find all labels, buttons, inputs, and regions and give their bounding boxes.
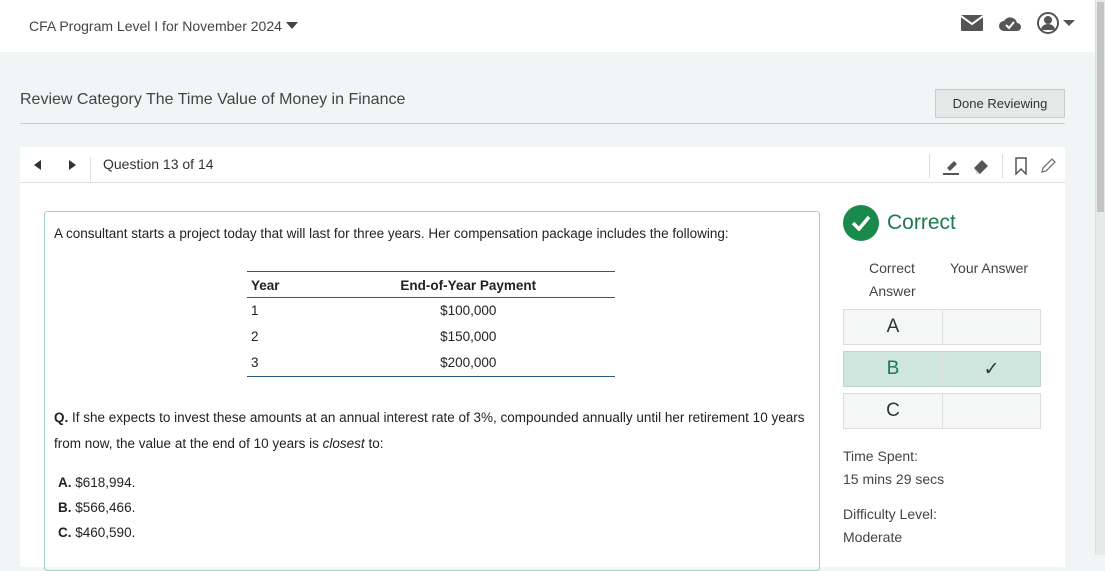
option-c: C. $460,590. (58, 525, 136, 540)
your-answer-header: Your Answer (950, 260, 1029, 276)
checkmark-icon: ✓ (942, 352, 1040, 386)
table-row: 3 $200,000 (247, 350, 615, 377)
check-circle-icon (843, 205, 879, 241)
user-menu[interactable] (1037, 12, 1075, 34)
table-header: End-of-Year Payment (321, 271, 615, 298)
scrollbar-thumb[interactable] (1097, 2, 1104, 212)
answer-row-a: A (843, 309, 1041, 345)
option-a: A. $618,994. (58, 475, 136, 490)
caret-down-icon (1063, 20, 1075, 26)
option-b: B. $566,466. (58, 500, 136, 515)
question-intro: A consultant starts a project today that… (54, 226, 729, 241)
payment-table: Year End-of-Year Payment 1 $100,000 2 $150,… (247, 271, 615, 377)
done-reviewing-button[interactable]: Done Reviewing (935, 89, 1065, 118)
difficulty-label: Difficulty Level: (843, 506, 937, 522)
answer-row-b: B ✓ (843, 351, 1041, 387)
pencil-icon[interactable] (1039, 157, 1057, 175)
answer-options: A. $618,994. B. $566,466. C. $460,590. (58, 470, 135, 545)
question-toolbar: Question 13 of 14 (20, 147, 1065, 183)
scrollbar[interactable] (1095, 0, 1105, 555)
time-spent-label: Time Spent: (843, 448, 918, 464)
answer-row-c: C (843, 393, 1041, 429)
top-bar: CFA Program Level I for November 2024 (0, 0, 1095, 52)
divider (20, 123, 1065, 124)
time-spent-value: 15 mins 29 secs (843, 471, 945, 487)
result-status: Correct (843, 205, 1043, 241)
result-panel: Correct Correct Answer Your Answer A B ✓ C… (843, 205, 1043, 549)
previous-question-icon[interactable] (34, 160, 41, 170)
highlighter-icon[interactable] (942, 157, 960, 175)
table-row: 2 $150,000 (251, 329, 497, 344)
question-card: Question 13 of 14 A consultant starts a … (20, 147, 1065, 571)
mail-icon[interactable] (961, 15, 983, 31)
question-counter: Question 13 of 14 (90, 157, 214, 181)
difficulty-value: Moderate (843, 529, 903, 545)
eraser-icon[interactable] (972, 157, 990, 175)
page-title: Review Category The Time Value of Money … (20, 91, 406, 108)
table-header: Year (247, 271, 322, 298)
divider (929, 154, 930, 178)
question-panel: A consultant starts a project today that… (44, 211, 820, 571)
next-question-icon[interactable] (69, 160, 76, 170)
user-avatar-icon (1037, 12, 1059, 34)
correct-answer-header: Correct Answer (869, 260, 916, 299)
divider (1002, 154, 1003, 178)
program-selector[interactable]: CFA Program Level I for November 2024 (29, 18, 298, 34)
cloud-check-icon[interactable] (999, 15, 1021, 31)
bookmark-icon[interactable] (1015, 157, 1027, 175)
question-text: Q. If she expects to invest these amount… (54, 410, 805, 451)
caret-down-icon (285, 22, 298, 29)
program-name: CFA Program Level I for November 2024 (29, 18, 282, 34)
table-row: 1 $100,000 (251, 303, 497, 318)
